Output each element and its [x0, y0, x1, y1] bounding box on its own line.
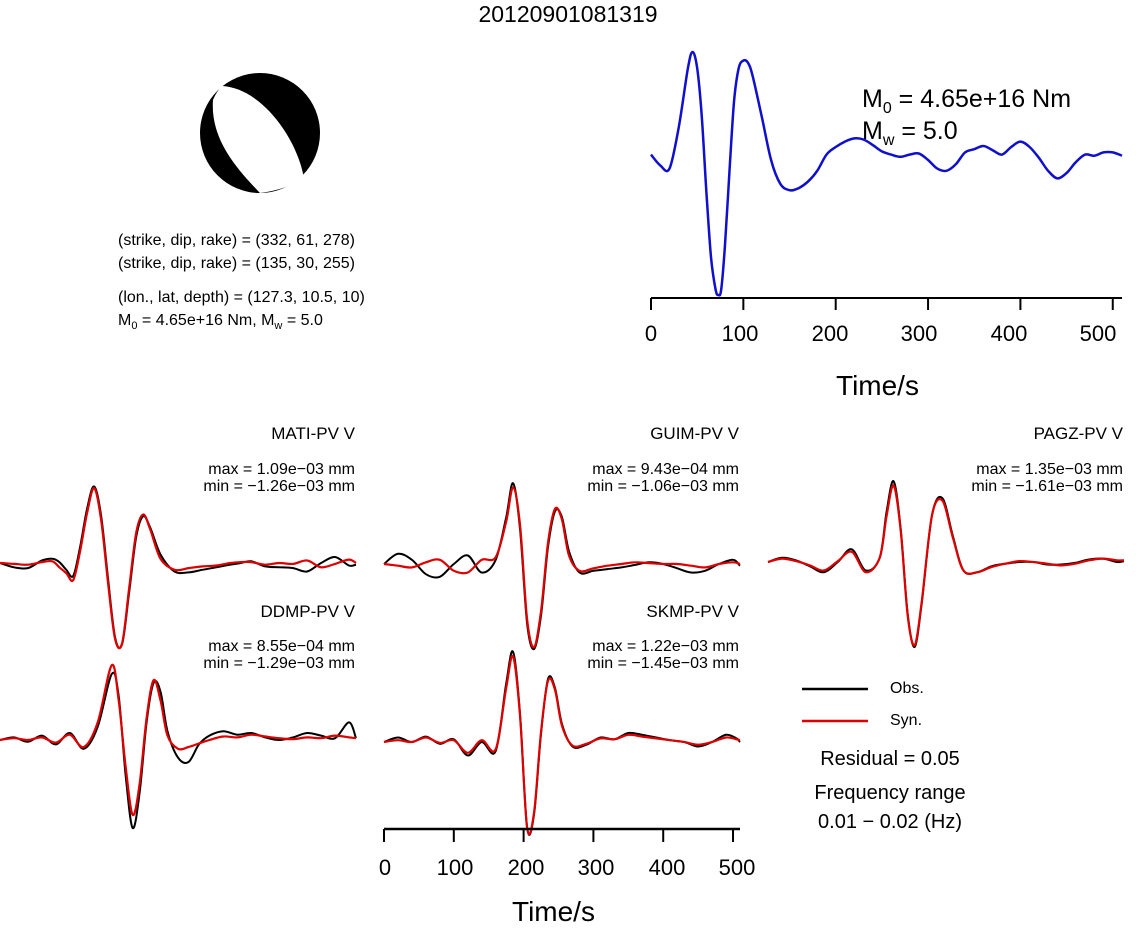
station-min: min = −1.29e−03 mm — [203, 655, 355, 672]
mw-subscript: w — [274, 320, 283, 333]
beachball — [200, 73, 320, 193]
synthetic-trace — [383, 654, 741, 836]
waveform-panel — [767, 480, 1125, 649]
stf-m0-symbol: M — [862, 85, 883, 113]
station-name: SKMP-PV V — [646, 602, 739, 621]
observed-trace — [0, 485, 357, 649]
synthetic-trace — [0, 487, 357, 650]
stf-m0-subscript: 0 — [882, 100, 892, 117]
source-location: (lon., lat, depth) = (127.3, 10.5, 10) — [118, 289, 365, 306]
stf-mw-subscript: w — [882, 132, 895, 149]
nodal-plane-2: (strike, dip, rake) = (135, 30, 255) — [118, 255, 355, 272]
station-max: max = 8.55e−04 mm — [208, 638, 355, 655]
stf-curve — [650, 50, 1123, 297]
source-moment: M0 = 4.65e+16 Nm, Mw = 5.0 — [118, 310, 323, 337]
station-name: GUIM-PV V — [650, 424, 739, 443]
waveform-panel — [0, 663, 357, 830]
legend-lines — [802, 687, 868, 723]
stf-xtick-label: 300 — [900, 321, 938, 346]
stf-xtick-label: 400 — [990, 321, 1028, 346]
legend-syn-label: Syn. — [890, 712, 923, 729]
wave-xtick-label: 100 — [436, 855, 474, 880]
legend-obs-label: Obs. — [890, 680, 924, 697]
stf-xtick-label: 0 — [644, 321, 658, 346]
waveform-plots — [0, 480, 1125, 842]
station-max: max = 1.09e−03 mm — [208, 461, 355, 478]
m0-text: = 4.65e+16 Nm, M — [137, 312, 275, 329]
beachball-dilatational — [212, 86, 304, 193]
stf-plot — [650, 50, 1123, 310]
stf-moment: M0 = 4.65e+16 Nm — [862, 84, 1071, 124]
waveform-panel — [0, 485, 357, 650]
station-min: min = −1.45e−03 mm — [587, 655, 739, 672]
stf-magnitude: Mw = 5.0 — [862, 116, 958, 156]
wave-xtick-label: 400 — [648, 855, 686, 880]
observed-trace — [0, 671, 357, 830]
wave-xtick-label: 200 — [507, 855, 545, 880]
station-min: min = −1.06e−03 mm — [587, 478, 739, 495]
stf-m0-value: = 4.65e+16 Nm — [891, 85, 1072, 113]
frequency-value: 0.01 − 0.02 (Hz) — [818, 811, 962, 833]
wave-xtick-label: 0 — [378, 855, 392, 880]
residual: Residual = 0.05 — [820, 748, 960, 770]
wave-xtick-label: 300 — [577, 855, 615, 880]
nodal-plane-1: (strike, dip, rake) = (332, 61, 278) — [118, 232, 355, 249]
stf-xtick-label: 200 — [811, 321, 849, 346]
synthetic-trace — [0, 663, 357, 817]
frequency-label: Frequency range — [814, 782, 966, 804]
station-max: max = 9.43e−04 mm — [592, 461, 739, 478]
stf-xtick-label: 500 — [1079, 321, 1117, 346]
station-max: max = 1.35e−03 mm — [976, 461, 1123, 478]
wave-xlabel: Time/s — [512, 896, 595, 927]
station-max: max = 1.22e−03 mm — [592, 638, 739, 655]
stf-xtick-label: 100 — [721, 321, 759, 346]
synthetic-trace — [383, 486, 741, 649]
waveform-panel — [383, 482, 741, 651]
station-name: PAGZ-PV V — [1033, 424, 1123, 443]
station-min: min = −1.26e−03 mm — [203, 478, 355, 495]
wave-xtick-label: 500 — [718, 855, 756, 880]
station-min: min = −1.61e−03 mm — [971, 478, 1123, 495]
stf-mw-value: = 5.0 — [894, 117, 958, 145]
mw-text: = 5.0 — [282, 312, 323, 329]
stf-mw-symbol: M — [862, 117, 883, 145]
synthetic-trace — [767, 484, 1125, 647]
station-name: MATI-PV V — [271, 424, 355, 443]
waveform-panel — [383, 650, 741, 836]
page-title: 20120901081319 — [478, 1, 658, 27]
stf-xlabel: Time/s — [836, 370, 919, 401]
station-name: DDMP-PV V — [260, 602, 355, 621]
m0-symbol: M — [118, 312, 132, 329]
m0-subscript: 0 — [131, 320, 138, 333]
